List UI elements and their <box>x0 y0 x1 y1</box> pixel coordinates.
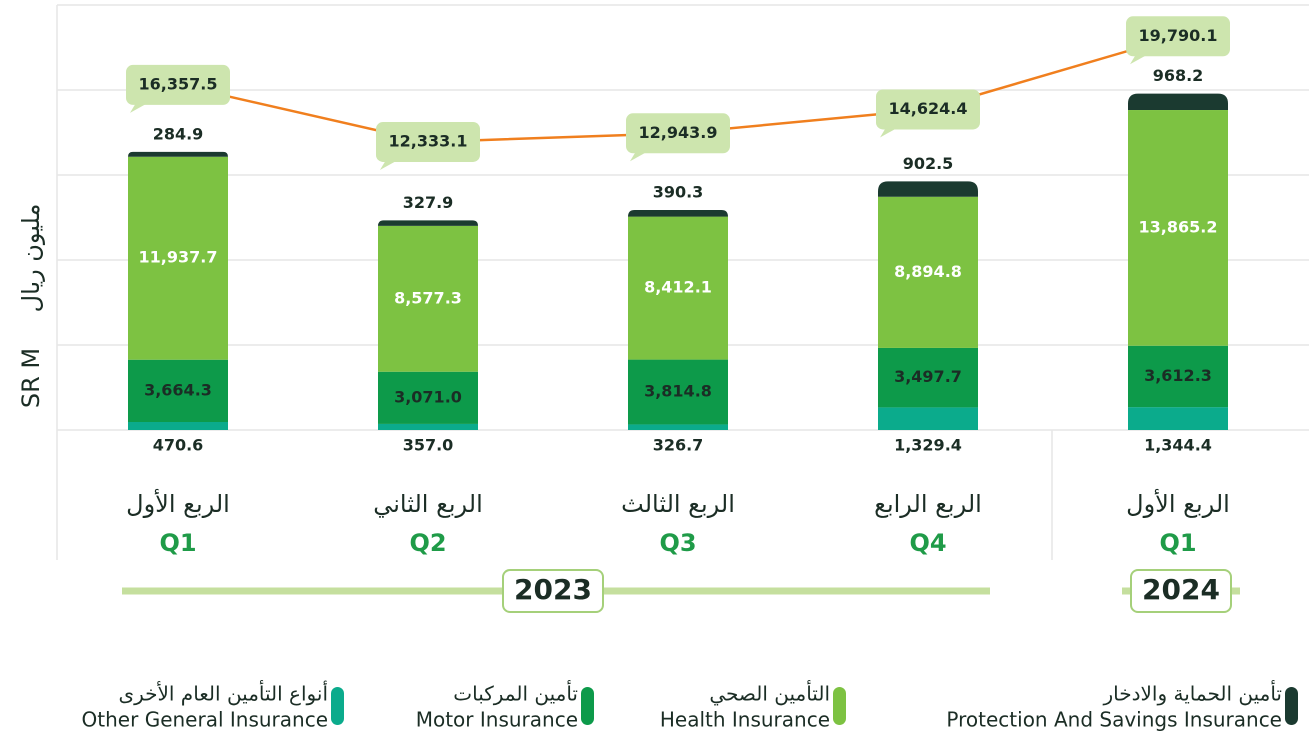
bar-segment <box>878 407 978 430</box>
x-tick-label-ar: الربع الرابع <box>874 490 982 518</box>
value-label: 3,664.3 <box>144 380 212 399</box>
legend-swatch <box>1285 687 1298 725</box>
value-label: 327.9 <box>403 193 454 212</box>
value-label: 470.6 <box>153 436 204 455</box>
bar-segment <box>378 220 478 226</box>
bar-segment <box>128 156 228 360</box>
total-label: 12,333.1 <box>389 131 468 150</box>
total-label-box <box>626 113 730 154</box>
total-label-box <box>376 121 480 162</box>
bar-segment <box>128 359 228 422</box>
total-label: 16,357.5 <box>139 74 218 93</box>
legend-label: Health Insurance <box>660 708 830 732</box>
legend-label-ar: تأمين المركبات <box>453 680 578 706</box>
x-tick-label: Q3 <box>659 529 696 557</box>
bar-segment <box>1128 110 1228 346</box>
total-label-tail <box>1130 54 1148 65</box>
x-tick-label-ar: الربع الأول <box>126 489 230 518</box>
bar-segment <box>128 421 228 430</box>
value-label: 3,071.0 <box>394 387 462 406</box>
value-label: 8,577.3 <box>394 288 462 307</box>
bar-segment <box>378 371 478 424</box>
year-box <box>502 569 604 613</box>
total-label: 12,943.9 <box>639 123 718 142</box>
bar-segment <box>628 424 728 430</box>
value-label: 13,865.2 <box>1139 217 1218 236</box>
bar-segment <box>1128 345 1228 408</box>
legend-label-ar: أنواع التأمين العام الأخرى <box>118 680 328 706</box>
total-label-tail <box>630 151 648 162</box>
value-label: 284.9 <box>153 124 204 143</box>
legend-label: Protection And Savings Insurance <box>946 708 1282 732</box>
total-label-box <box>876 89 980 130</box>
value-label: 326.7 <box>653 436 704 455</box>
value-label: 390.3 <box>653 182 704 201</box>
value-label: 968.2 <box>1153 66 1204 85</box>
value-label: 902.5 <box>903 154 954 173</box>
total-label-box <box>1126 16 1230 57</box>
legend-swatch <box>833 687 846 725</box>
total-label: 14,624.4 <box>889 99 968 118</box>
value-label: 8,894.8 <box>894 262 962 281</box>
legend-label: Motor Insurance <box>416 708 578 732</box>
value-label: 1,344.4 <box>1144 436 1212 455</box>
legend-label: Other General Insurance <box>82 708 328 732</box>
x-tick-label-ar: الربع الثاني <box>373 490 483 518</box>
legend-label-ar: التأمين الصحي <box>709 680 830 707</box>
year-box <box>1130 569 1232 613</box>
x-tick-label-ar: الربع الثالث <box>621 490 735 518</box>
bar-segment <box>878 181 978 197</box>
total-label-box <box>126 64 230 105</box>
total-label-tail <box>880 127 898 138</box>
value-label: 3,814.8 <box>644 382 712 401</box>
bar-segment <box>628 359 728 425</box>
bar-segment <box>378 225 478 372</box>
year-label: 2023 <box>514 573 592 606</box>
value-label: 3,612.3 <box>1144 366 1212 385</box>
year-label: 2024 <box>1142 573 1220 606</box>
total-label-tail <box>130 102 148 113</box>
value-label: 8,412.1 <box>644 278 712 297</box>
x-tick-label: Q1 <box>1159 529 1196 557</box>
bar-segment <box>628 209 728 217</box>
value-label: 1,329.4 <box>894 436 962 455</box>
bar-segment <box>378 423 478 430</box>
value-label: 11,937.7 <box>139 248 218 267</box>
bar-segment <box>878 347 978 408</box>
legend-label-ar: تأمين الحماية والادخار <box>1103 680 1283 706</box>
total-label-tail <box>380 159 398 170</box>
value-label: 357.0 <box>403 436 454 455</box>
x-tick-label: Q2 <box>409 529 446 557</box>
value-label: 3,497.7 <box>894 367 962 386</box>
total-label: 19,790.1 <box>1139 26 1218 45</box>
bar-segment <box>628 216 728 360</box>
y-axis-label: SR M <box>17 348 45 408</box>
x-tick-label: Q4 <box>909 529 946 557</box>
y-axis-label-ar: مليون ريال <box>17 204 45 313</box>
bar-segment <box>878 196 978 348</box>
bar-segment <box>1128 407 1228 430</box>
legend-swatch <box>331 687 344 725</box>
bar-segment <box>1128 93 1228 111</box>
bar-segment <box>128 151 228 157</box>
legend-swatch <box>581 687 594 725</box>
x-tick-label: Q1 <box>159 529 196 557</box>
x-tick-label-ar: الربع الأول <box>1126 489 1230 518</box>
